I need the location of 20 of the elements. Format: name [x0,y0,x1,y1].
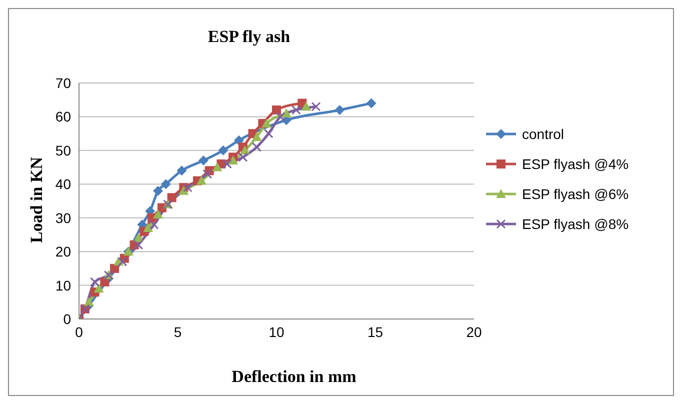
x-axis-title: Deflection in mm [230,367,358,387]
y-axis-title: Load in KN [27,157,47,243]
legend-label: control [522,126,564,142]
legend-label: ESP flyash @8% [522,216,629,232]
x-tick-label: 20 [466,324,482,340]
x-tick-label: 5 [174,324,182,340]
y-tick-label: 10 [55,277,72,294]
x-tick-label: 15 [367,324,384,340]
y-tick-label: 0 [63,310,72,327]
y-tick-label: 50 [55,142,72,158]
y-tick-label: 20 [55,244,72,260]
legend-label: ESP flyash @4% [522,156,629,172]
chart-title: ESP fly ash [206,27,292,47]
y-tick-label: 40 [55,176,72,192]
x-tick-label: 0 [75,324,84,340]
y-tick-label: 30 [55,210,72,226]
y-tick-label: 60 [55,108,72,125]
x-tick-label: 10 [268,324,284,340]
legend-label: ESP flyash @6% [522,186,629,202]
y-tick-label: 70 [55,74,72,91]
